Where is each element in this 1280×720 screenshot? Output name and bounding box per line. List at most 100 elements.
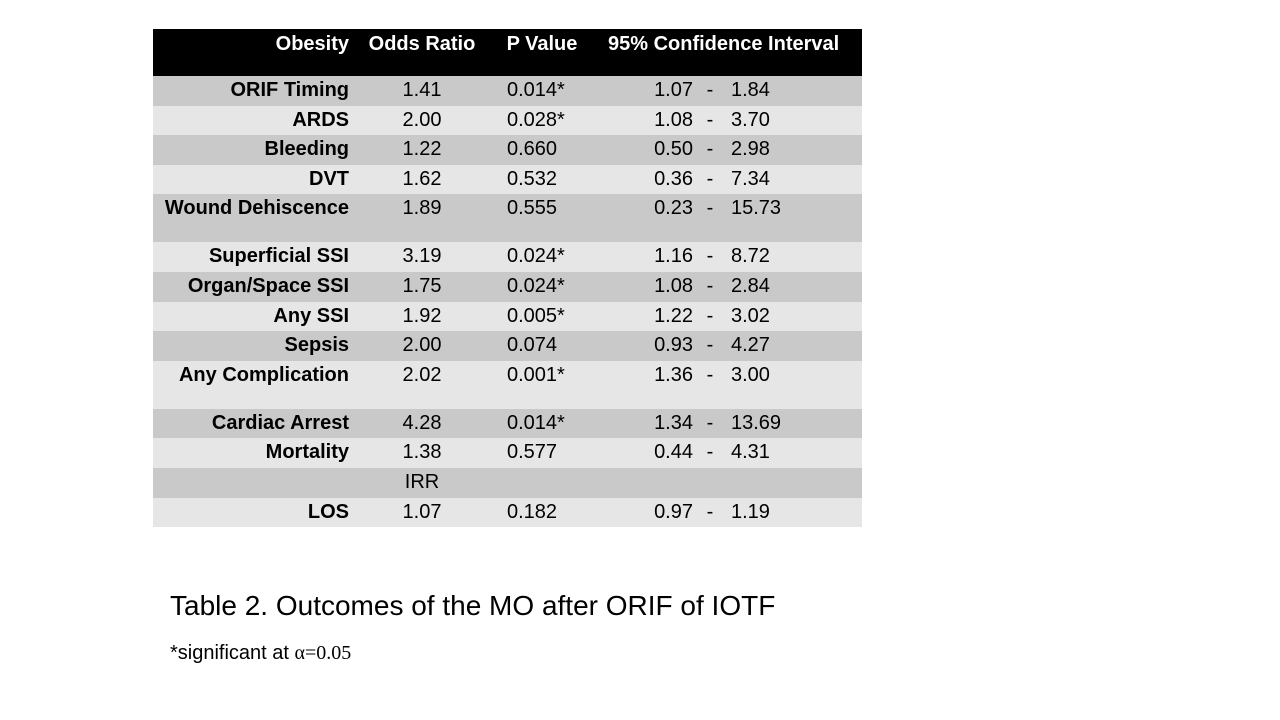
table-row: Superficial SSI 3.19 0.024* 1.16 - 8.72: [153, 242, 863, 272]
header-odds-ratio: Odds Ratio: [368, 33, 476, 55]
p-value: 0.555: [507, 197, 558, 220]
ci-upper: 13.69: [731, 411, 782, 434]
ci-lower: 1.22: [654, 304, 693, 327]
odds-ratio-value: 1.92: [402, 304, 442, 327]
table-row: ARDS 2.00 0.028* 1.08 - 3.70: [153, 105, 863, 136]
table-caption: Table 2. Outcomes of the MO after ORIF o…: [170, 590, 776, 621]
footnote-text: *significant at: [170, 642, 295, 664]
odds-ratio-value: 4.28: [402, 411, 442, 434]
ci-upper: 1.19: [731, 500, 770, 523]
ci-lower: 0.36: [654, 167, 693, 190]
table-row: Any SSI 1.92 0.005* 1.22 - 3.02: [153, 301, 863, 332]
outcomes-table: Obesity Odds Ratio P Value 95% Confidenc…: [153, 29, 863, 528]
p-value: 0.577: [507, 441, 558, 464]
ci-lower: 0.50: [654, 138, 693, 161]
row-label: Bleeding: [264, 138, 349, 161]
ci-lower: 1.07: [654, 79, 693, 101]
row-label: Mortality: [265, 441, 349, 464]
ci-dash: -: [706, 334, 714, 357]
table-row: Sepsis 2.00 0.074 0.93 - 4.27: [153, 331, 863, 361]
odds-ratio-value: 2.02: [402, 363, 442, 386]
irr-subheader: IRR: [404, 470, 440, 493]
table-row: IRR: [153, 467, 863, 498]
ci-dash: -: [706, 108, 714, 131]
ci-dash: -: [706, 500, 714, 523]
table-row: Organ/Space SSI 1.75 0.024* 1.08 - 2.84: [153, 271, 863, 302]
table-row: Cardiac Arrest 4.28 0.014* 1.34 - 13.69: [153, 408, 863, 439]
ci-dash: -: [706, 138, 714, 161]
odds-ratio-value: 1.89: [402, 197, 442, 220]
odds-ratio-value: 1.38: [402, 441, 442, 464]
ci-lower: 1.34: [654, 411, 693, 434]
row-label: Cardiac Arrest: [211, 411, 349, 434]
p-value: 0.028*: [507, 108, 565, 131]
ci-dash: -: [706, 441, 714, 464]
ci-lower: [595, 468, 695, 498]
ci-lower: 0.23: [654, 197, 693, 220]
row-label: Any Complication: [178, 363, 349, 386]
odds-ratio-value: 1.62: [402, 167, 442, 190]
ci-dash: -: [706, 363, 714, 386]
ci-upper: [725, 468, 862, 498]
ci-lower: 1.08: [654, 108, 693, 131]
odds-ratio-value: 2.00: [402, 108, 442, 131]
ci-upper: 7.34: [731, 167, 770, 190]
table-row: Mortality 1.38 0.577 0.44 - 4.31: [153, 438, 863, 468]
p-value: 0.014*: [507, 411, 565, 434]
ci-upper: 8.72: [731, 245, 770, 268]
ci-dash: -: [706, 167, 714, 190]
table-row: Wound Dehiscence 1.89 0.555 0.23 - 15.73: [153, 194, 863, 243]
table-header-row: Obesity Odds Ratio P Value 95% Confidenc…: [153, 29, 863, 76]
ci-lower: 1.16: [654, 245, 693, 268]
p-value: 0.182: [507, 500, 558, 523]
table-row: LOS 1.07 0.182 0.97 - 1.19: [153, 497, 863, 528]
row-label: Sepsis: [284, 334, 349, 357]
ci-dash: -: [706, 197, 714, 220]
table-row: DVT 1.62 0.532 0.36 - 7.34: [153, 164, 863, 195]
p-value: 0.532: [507, 167, 558, 190]
p-value: 0.024*: [507, 274, 565, 297]
row-label: ORIF Timing: [230, 79, 349, 101]
ci-upper: 4.27: [731, 334, 770, 357]
ci-dash: [695, 468, 725, 498]
ci-dash: -: [706, 245, 714, 268]
row-label: Superficial SSI: [208, 245, 349, 268]
p-value: 0.074: [507, 334, 558, 357]
p-value: 0.001*: [507, 363, 565, 386]
table-row: Any Complication 2.02 0.001* 1.36 - 3.00: [153, 360, 863, 409]
odds-ratio-value: 2.00: [402, 334, 442, 357]
p-value: 0.660: [507, 138, 558, 161]
header-obesity: Obesity: [275, 33, 349, 55]
p-value: 0.005*: [507, 304, 565, 327]
header-confidence-interval: 95% Confidence Interval: [608, 33, 840, 55]
row-label: [153, 468, 355, 498]
row-label: Any SSI: [273, 304, 349, 327]
ci-lower: 0.93: [654, 334, 693, 357]
row-label: Wound Dehiscence: [164, 197, 349, 220]
odds-ratio-value: 1.22: [402, 138, 442, 161]
odds-ratio-value: 1.07: [402, 500, 442, 523]
table-row: ORIF Timing 1.41 0.014* 1.07 - 1.84: [153, 76, 863, 106]
odds-ratio-value: 1.75: [402, 274, 442, 297]
ci-upper: 2.84: [731, 274, 770, 297]
ci-lower: 1.36: [654, 363, 693, 386]
ci-upper: 2.98: [731, 138, 770, 161]
header-p-value: P Value: [506, 33, 578, 55]
table-row: Bleeding 1.22 0.660 0.50 - 2.98: [153, 135, 863, 165]
ci-upper: 1.84: [731, 79, 770, 101]
ci-upper: 3.02: [731, 304, 770, 327]
ci-upper: 15.73: [731, 197, 782, 220]
row-label: Organ/Space SSI: [187, 274, 349, 297]
ci-dash: -: [706, 274, 714, 297]
ci-upper: 3.00: [731, 363, 770, 386]
ci-lower: 0.97: [654, 500, 693, 523]
row-label: ARDS: [292, 108, 349, 131]
odds-ratio-value: 3.19: [402, 245, 442, 268]
row-label: DVT: [309, 167, 349, 190]
p-value: 0.024*: [507, 245, 565, 268]
ci-upper: 4.31: [731, 441, 770, 464]
ci-dash: -: [706, 79, 714, 101]
odds-ratio-value: 1.41: [402, 79, 442, 101]
ci-lower: 1.08: [654, 274, 693, 297]
